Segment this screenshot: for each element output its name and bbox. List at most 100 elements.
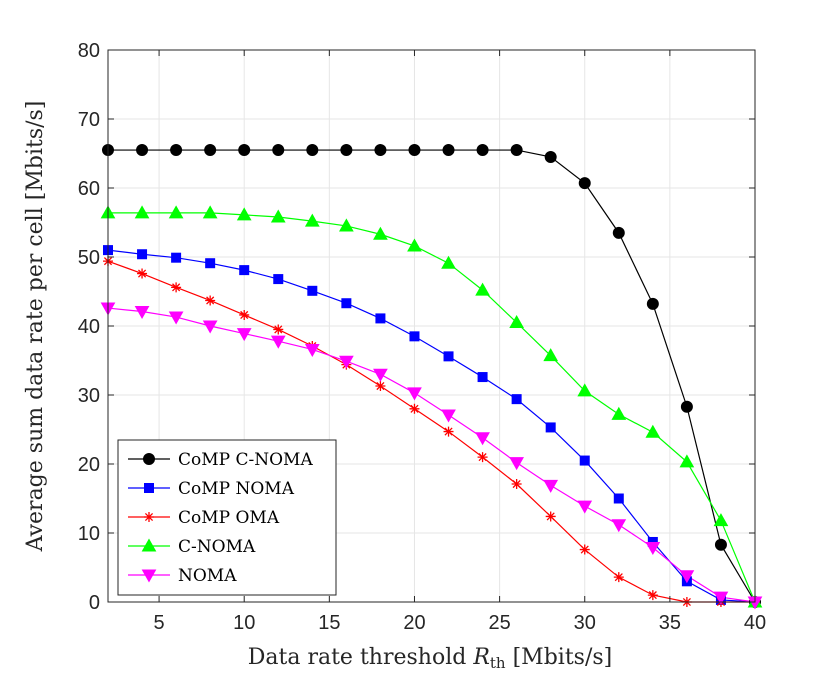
data-point-noma: [679, 570, 695, 584]
data-point-noma: [134, 306, 150, 320]
data-point-noma: [645, 541, 661, 556]
legend-label-noma: NOMA: [178, 566, 237, 586]
data-point-comp-noma: [341, 298, 352, 309]
y-tick-label: 50: [78, 247, 100, 269]
data-point-c-noma: [543, 348, 559, 362]
data-point-c-noma: [441, 255, 456, 269]
data-point-comp-noma: [307, 285, 318, 296]
data-point-comp-oma: [511, 479, 522, 490]
x-tick-label: 30: [574, 612, 596, 634]
data-point-comp-c-noma: [170, 144, 183, 157]
data-point-noma: [168, 311, 184, 325]
data-point-c-noma: [202, 205, 218, 219]
data-point-comp-noma: [205, 258, 216, 269]
series-line-c-noma: [108, 212, 756, 603]
x-tick-label: 10: [233, 612, 255, 634]
data-point-c-noma: [168, 205, 184, 219]
y-tick-label: 0: [89, 592, 100, 614]
y-tick-label: 40: [78, 316, 100, 338]
data-point-comp-c-noma: [238, 144, 251, 157]
data-point-c-noma: [304, 213, 320, 227]
data-point-comp-noma: [545, 422, 556, 433]
data-point-comp-oma: [647, 590, 658, 601]
data-point-comp-c-noma: [578, 177, 591, 190]
data-point-comp-c-noma: [442, 144, 455, 157]
data-point-comp-c-noma: [408, 144, 421, 157]
series-line-comp-oma: [107, 260, 755, 603]
data-point-comp-c-noma: [476, 144, 489, 157]
axis-ticks: 5 10 15 20 25 30 35 40 0 10 20 30 40 50 60 70 80: [78, 40, 766, 634]
data-point-comp-c-noma: [306, 144, 319, 157]
data-point-comp-noma: [613, 493, 624, 504]
data-point-c-noma: [713, 513, 729, 527]
data-point-comp-c-noma: [272, 144, 285, 157]
x-tick-label: 25: [488, 612, 510, 634]
data-point-comp-oma: [613, 572, 624, 583]
data-point-comp-oma: [579, 544, 590, 555]
data-point-comp-oma: [273, 324, 284, 335]
data-point-comp-noma: [477, 372, 488, 383]
legend: CoMP C-NOMA CoMP NOMA CoMP OMA C-NOMA NOMA: [117, 439, 337, 596]
data-point-comp-c-noma: [544, 150, 557, 163]
legend-marker-c-noma: [141, 538, 157, 552]
data-point-c-noma: [373, 226, 388, 240]
data-point-noma: [202, 320, 218, 334]
data-point-comp-c-noma: [340, 144, 353, 157]
data-point-c-noma: [577, 383, 593, 397]
legend-label-comp-oma: CoMP OMA: [178, 508, 280, 528]
x-tick-label: 20: [403, 612, 425, 634]
data-point-comp-noma: [511, 394, 522, 405]
data-point-comp-oma: [443, 426, 454, 437]
legend-marker-comp-c-noma: [143, 453, 155, 465]
y-axis-label: Average sum data rate per cell [Mbits/s]: [23, 101, 48, 553]
data-point-c-noma: [645, 424, 661, 438]
data-point-comp-noma: [273, 274, 284, 285]
legend-marker-comp-noma: [144, 483, 154, 493]
data-point-noma: [236, 328, 252, 342]
data-point-noma: [611, 519, 627, 533]
y-tick-label: 60: [78, 178, 100, 200]
data-point-c-noma: [407, 238, 422, 252]
data-point-comp-noma: [409, 331, 420, 342]
x-axis-label: Data rate threshold Rth [Mbits/s]: [248, 645, 612, 672]
data-point-c-noma: [611, 406, 627, 420]
y-tick-label: 10: [78, 523, 100, 545]
data-point-comp-noma: [239, 265, 250, 276]
data-point-noma: [713, 591, 729, 605]
data-point-noma: [543, 479, 559, 493]
data-point-noma: [270, 335, 286, 349]
data-point-c-noma: [134, 205, 150, 219]
legend-label-c-noma: C-NOMA: [178, 537, 256, 557]
data-point-comp-c-noma: [374, 144, 387, 157]
data-point-comp-noma: [137, 249, 148, 260]
y-tick-label: 20: [78, 454, 100, 476]
series-markers-c-noma: [100, 205, 763, 608]
data-point-comp-noma: [579, 455, 590, 466]
data-point-noma: [373, 368, 388, 382]
data-point-c-noma: [270, 209, 286, 223]
data-point-comp-oma: [171, 282, 182, 293]
data-point-comp-noma: [171, 252, 182, 263]
data-point-c-noma: [475, 282, 490, 296]
data-point-noma: [304, 343, 320, 357]
data-point-comp-oma: [239, 309, 250, 320]
data-point-noma: [475, 432, 490, 446]
data-point-comp-oma: [409, 403, 420, 414]
data-point-comp-c-noma: [680, 400, 693, 413]
data-point-c-noma: [236, 207, 252, 221]
x-tick-label: 40: [744, 612, 766, 634]
x-tick-label: 5: [154, 612, 165, 634]
data-point-c-noma: [679, 454, 695, 468]
data-point-comp-oma: [137, 268, 148, 279]
data-point-comp-c-noma: [714, 538, 727, 551]
data-point-comp-oma: [205, 295, 216, 306]
data-point-noma: [577, 500, 593, 514]
data-point-c-noma: [339, 218, 354, 232]
data-point-comp-c-noma: [646, 297, 659, 310]
y-tick-label: 30: [78, 385, 100, 407]
legend-marker-noma: [141, 569, 157, 583]
data-point-comp-noma: [443, 351, 454, 362]
x-tick-label: 35: [659, 612, 681, 634]
y-tick-label: 70: [78, 109, 100, 131]
